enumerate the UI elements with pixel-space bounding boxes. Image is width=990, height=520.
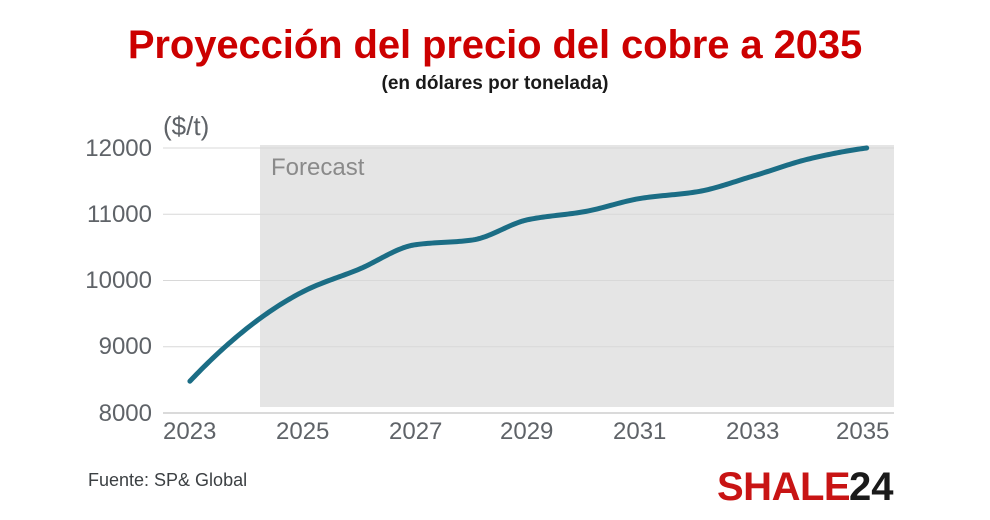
svg-text:24: 24 (849, 465, 894, 509)
svg-text:12000: 12000 (85, 135, 152, 162)
svg-text:2029: 2029 (500, 418, 553, 445)
svg-text:2031: 2031 (613, 418, 666, 445)
svg-text:Forecast: Forecast (271, 154, 365, 181)
svg-text:2027: 2027 (389, 418, 442, 445)
svg-text:2035: 2035 (836, 418, 889, 445)
svg-text:2033: 2033 (726, 418, 779, 445)
svg-text:SHALE: SHALE (717, 465, 850, 509)
svg-text:9000: 9000 (99, 333, 152, 360)
svg-text:2025: 2025 (276, 418, 329, 445)
svg-text:2023: 2023 (163, 418, 216, 445)
svg-text:11000: 11000 (87, 201, 152, 228)
svg-text:10000: 10000 (85, 267, 152, 294)
svg-text:8000: 8000 (99, 400, 152, 427)
